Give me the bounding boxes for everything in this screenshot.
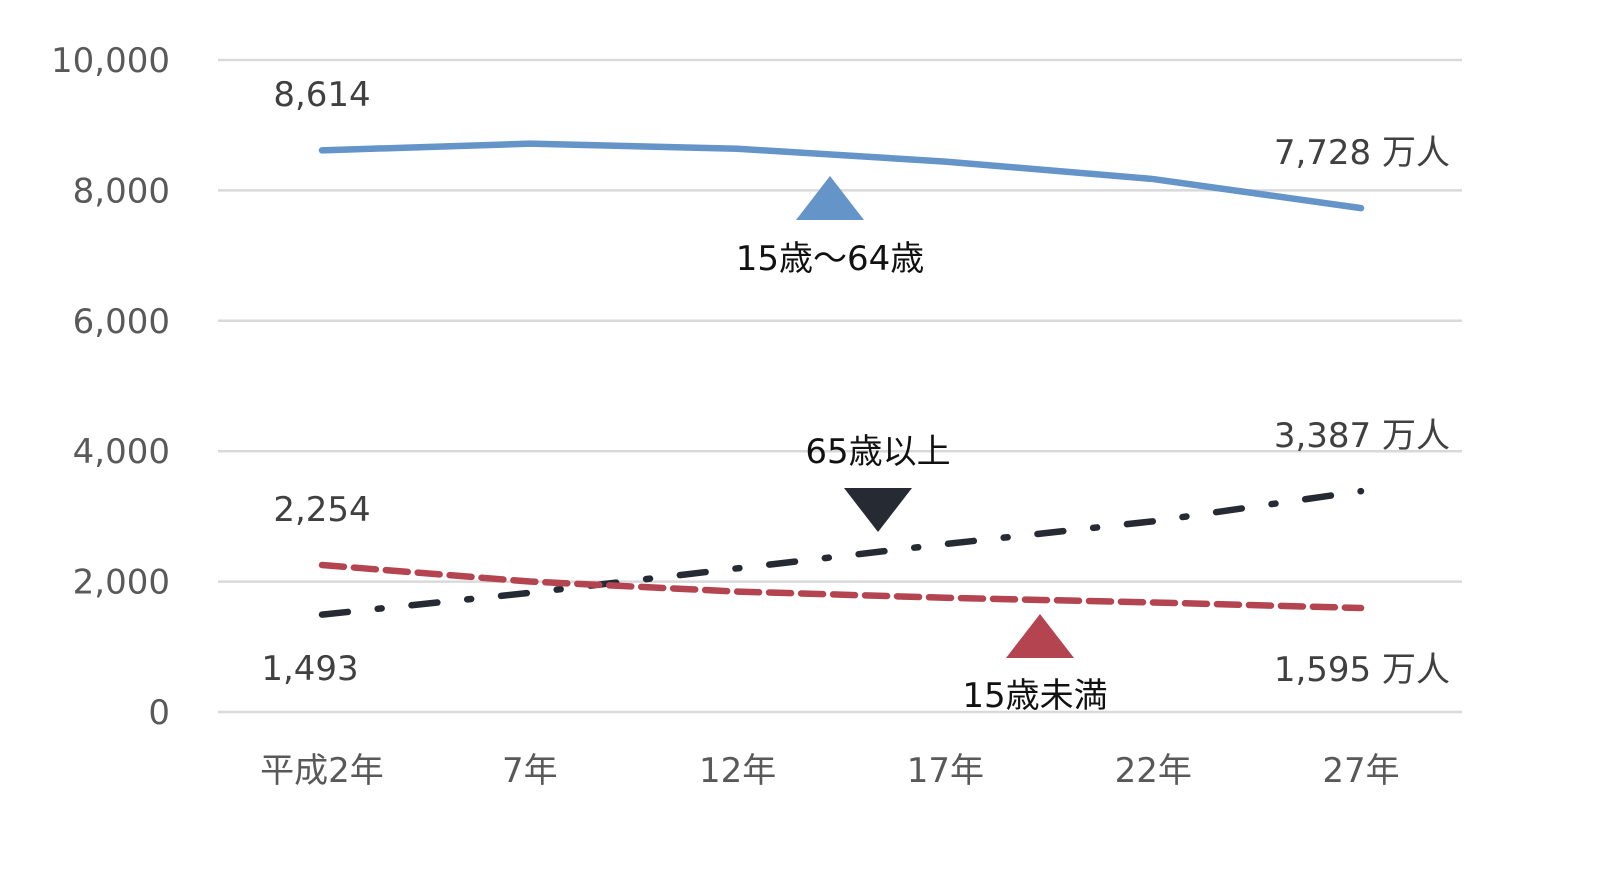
series-name-label: 15歳未満 — [962, 676, 1107, 716]
series-line-0 — [318, 140, 1365, 212]
end-value-label: 3,387 万人 — [1274, 416, 1450, 456]
y-tick-label: 2,000 — [73, 563, 170, 603]
x-tick-label: 22年 — [1115, 751, 1192, 791]
series-marker-1 — [844, 488, 912, 532]
series-line-2 — [318, 561, 1365, 612]
end-value-label: 1,595 万人 — [1274, 650, 1450, 690]
x-tick-label: 27年 — [1322, 751, 1399, 791]
start-value-label: 2,254 — [273, 490, 370, 530]
y-tick-label: 4,000 — [73, 432, 170, 472]
x-tick-label: 平成2年 — [260, 751, 384, 791]
data-labels: 8,614 7,728 万人 1,493 3,387 万人 2,254 1,595 万人 — [261, 75, 1450, 690]
x-axis-ticks: 平成2年 7年 12年 17年 22年 27年 — [260, 751, 1399, 791]
series-marker-2 — [1006, 614, 1074, 658]
y-tick-label: 8,000 — [73, 171, 170, 211]
y-tick-label: 10,000 — [51, 41, 170, 81]
series-line-1 — [318, 487, 1365, 618]
start-value-label: 1,493 — [261, 649, 358, 689]
y-axis-ticks: 0 2,000 4,000 6,000 8,000 10,000 — [51, 41, 170, 733]
series-name-label: 65歳以上 — [805, 432, 950, 472]
y-tick-label: 6,000 — [73, 302, 170, 342]
x-tick-label: 7年 — [502, 751, 558, 791]
series-name-label: 15歳～64歳 — [736, 239, 925, 279]
x-tick-label: 17年 — [907, 751, 984, 791]
series-markers: 15歳～64歳 65歳以上 15歳未満 — [736, 176, 1108, 716]
end-value-label: 7,728 万人 — [1274, 133, 1450, 173]
series-marker-0 — [796, 176, 864, 220]
start-value-label: 8,614 — [273, 75, 370, 115]
x-tick-label: 12年 — [699, 751, 776, 791]
series-lines — [318, 140, 1365, 618]
y-tick-label: 0 — [148, 693, 170, 733]
